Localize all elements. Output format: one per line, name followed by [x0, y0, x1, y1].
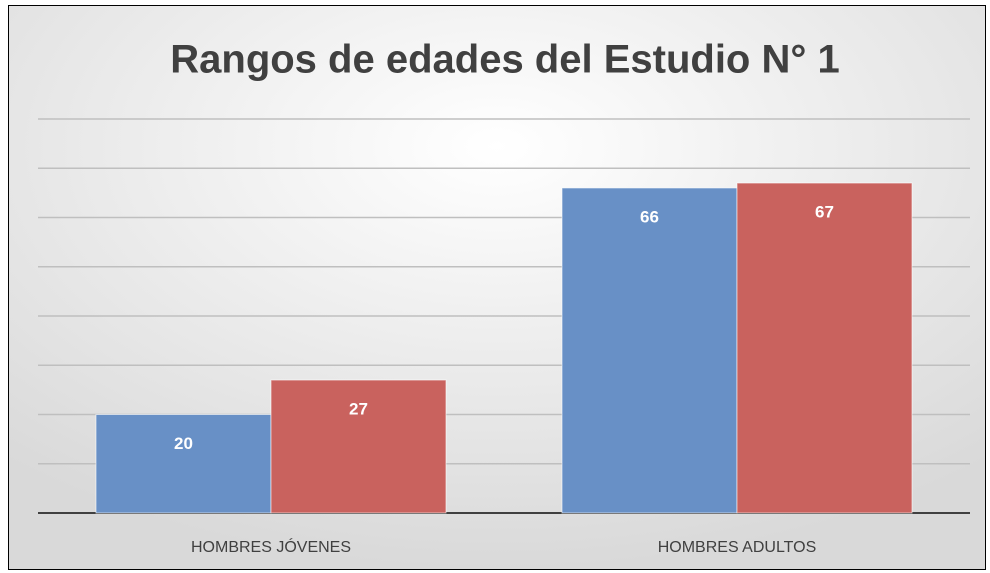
value-label: 27 — [349, 400, 368, 419]
bar — [95, 414, 272, 514]
bar — [270, 379, 447, 514]
bar — [736, 182, 913, 514]
value-label: 20 — [174, 434, 193, 453]
bar — [561, 187, 738, 514]
x-tick-label: HOMBRES JÓVENES — [191, 537, 351, 556]
value-label: 66 — [640, 207, 659, 226]
x-tick-label: HOMBRES ADULTOS — [658, 539, 817, 556]
chart-title: Rangos de edades del Estudio N° 1 — [170, 38, 839, 82]
value-label: 67 — [815, 203, 834, 222]
